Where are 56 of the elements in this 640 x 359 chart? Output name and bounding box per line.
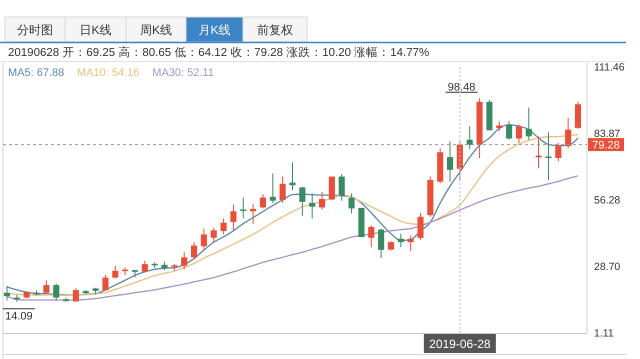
y-tick-label: 56.28 [594, 194, 620, 207]
candlestick [43, 280, 50, 294]
candlestick [280, 176, 286, 204]
candlestick [506, 120, 512, 140]
candlestick [388, 240, 394, 252]
text: 周K线 [140, 23, 172, 37]
candlestick [338, 173, 345, 202]
candlestick [526, 107, 532, 140]
candlestick [545, 132, 552, 180]
candlestick [191, 242, 198, 260]
candlestick [466, 126, 473, 150]
text: 月K线 [198, 23, 231, 37]
candlestick [260, 194, 266, 209]
text: 日K线 [79, 23, 112, 37]
candlestick [348, 192, 355, 214]
candlestick [446, 140, 454, 182]
candlestick [536, 136, 542, 169]
candlestick [378, 228, 384, 259]
candlestick [496, 120, 502, 132]
text: 2019-06-28 [429, 337, 491, 351]
candlestick [328, 176, 335, 201]
annotation: 98.48 [448, 81, 476, 94]
candlestick [200, 228, 207, 252]
candlestick [299, 186, 306, 217]
candlestick [220, 218, 227, 235]
text: 前复权 [257, 23, 293, 37]
ref-line-label: 79.28 [592, 140, 620, 152]
candlestick [72, 288, 79, 302]
candlestick [112, 265, 118, 280]
candlestick [565, 117, 572, 149]
candlestick [181, 252, 188, 270]
text: MA5: 67.88 [8, 67, 64, 79]
candlestick [142, 260, 148, 274]
text: MA30: 52.11 [152, 67, 214, 79]
y-tick-label: 28.70 [594, 260, 620, 273]
candlestick [516, 124, 522, 144]
candlestick [210, 227, 217, 243]
y-tick-label: 1.11 [594, 328, 614, 340]
candlestick [230, 204, 236, 232]
candlestick [574, 101, 582, 130]
candlestick [368, 224, 374, 248]
text: 20190628 开：69.25 高：80.65 低：64.12 收：79.28 涨跌：10.20 涨幅：14.77% [8, 45, 430, 59]
text: MA10: 54.16 [77, 67, 140, 79]
candlestick [318, 191, 326, 210]
candlestick [555, 142, 562, 162]
candlestick [417, 212, 424, 240]
candlestick [240, 197, 246, 220]
candlestick [102, 274, 108, 292]
y-tick-label: 111.46 [594, 62, 625, 74]
annotation: 14.09 [5, 310, 33, 323]
candlestick [53, 283, 60, 301]
candlestick [250, 204, 256, 224]
candlestick [289, 162, 296, 191]
candlestick [398, 233, 404, 248]
text: 分时图 [17, 23, 53, 37]
y-tick-label: 83.87 [594, 128, 620, 140]
